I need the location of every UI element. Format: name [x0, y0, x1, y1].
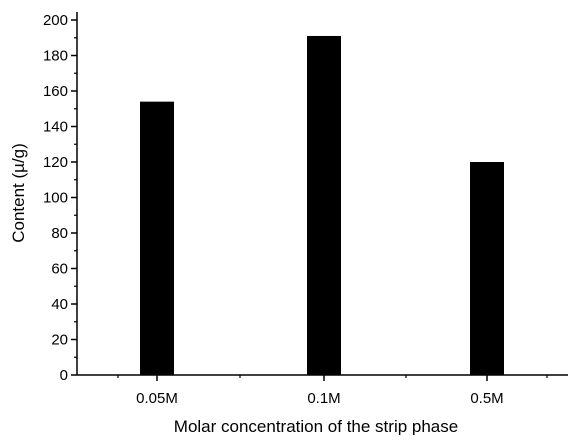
y-tick-label: 80	[51, 225, 68, 242]
bar-0-5m	[470, 162, 504, 375]
y-tick-label: 40	[51, 296, 68, 313]
y-tick-label: 120	[43, 154, 68, 171]
y-tick-label: 100	[43, 190, 68, 207]
bar-0-1m	[307, 35, 341, 375]
y-tick-label: 160	[43, 83, 68, 100]
y-tick-label: 0	[60, 367, 68, 384]
bars	[140, 35, 504, 376]
y-tick-label: 60	[51, 261, 68, 278]
x-tick-label: 0.05M	[136, 390, 178, 407]
y-tick-label: 20	[51, 332, 68, 349]
x-tick-label: 0.5M	[470, 390, 503, 407]
x-axis-label: Molar concentration of the strip phase	[174, 417, 458, 435]
y-tick-label: 200	[43, 12, 68, 29]
x-tick-label: 0.1M	[307, 390, 340, 407]
x-axis-ticks: 0.05M 0.1M 0.5M	[117, 375, 548, 407]
y-axis-ticks: 0 20 40 60 80 100 120 140 160 180 200	[43, 12, 77, 384]
bar-0-05m	[140, 101, 174, 376]
y-tick-label: 180	[43, 48, 68, 65]
y-tick-label: 140	[43, 119, 68, 136]
y-axis-label: Content (µ/g)	[9, 143, 28, 243]
